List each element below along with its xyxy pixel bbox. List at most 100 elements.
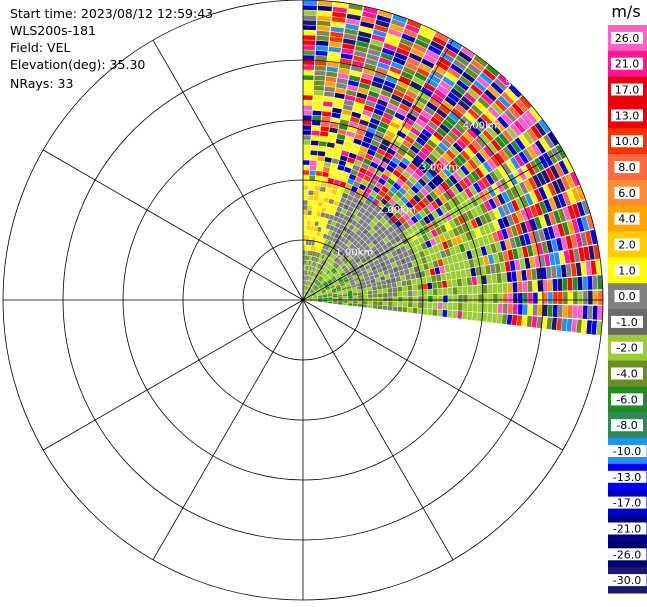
velocity-cell: [470, 196, 479, 207]
velocity-cell: [590, 260, 597, 275]
velocity-cell: [482, 284, 488, 294]
velocity-cell: [321, 289, 326, 293]
velocity-cell: [325, 152, 333, 158]
velocity-cell: [360, 281, 366, 286]
velocity-cell: [438, 156, 449, 167]
velocity-cell: [351, 271, 357, 277]
velocity-cell: [398, 253, 405, 260]
velocity-cell: [372, 269, 379, 275]
velocity-cell: [305, 240, 309, 245]
velocity-cell: [332, 6, 347, 13]
velocity-cell: [305, 291, 308, 296]
velocity-cell: [523, 292, 528, 304]
velocity-cell: [401, 33, 416, 43]
velocity-cell: [482, 235, 490, 246]
velocity-cell: [327, 294, 333, 297]
velocity-cell: [475, 266, 481, 276]
velocity-cell: [360, 248, 367, 255]
velocity-cell: [406, 279, 412, 286]
velocity-cell: [388, 268, 394, 274]
velocity-cell: [329, 127, 338, 134]
azimuth-spoke: [302, 39, 454, 301]
velocity-cell: [474, 100, 487, 113]
velocity-cell: [310, 145, 319, 151]
velocity-cell: [343, 296, 348, 299]
velocity-cell: [460, 165, 470, 176]
velocity-cell: [374, 169, 383, 177]
field-text: Field: VEL: [10, 40, 71, 55]
velocity-cell: [379, 217, 387, 225]
colorbar-tick-label: 17.0: [615, 84, 640, 97]
velocity-cell: [336, 228, 342, 235]
velocity-cell: [303, 40, 316, 45]
velocity-cell: [465, 268, 472, 278]
velocity-cell: [483, 255, 490, 266]
velocity-cell: [313, 300, 318, 302]
velocity-cell: [442, 167, 452, 177]
velocity-cell: [575, 262, 582, 276]
velocity-cell: [430, 69, 444, 80]
velocity-cell: [358, 82, 371, 90]
velocity-cell: [538, 155, 549, 169]
velocity-cell: [318, 297, 323, 299]
velocity-cell: [467, 311, 473, 320]
velocity-cell: [444, 248, 452, 257]
velocity-cell: [413, 99, 426, 110]
velocity-cell: [483, 223, 492, 235]
velocity-cell: [478, 294, 483, 303]
velocity-cell: [322, 202, 328, 208]
velocity-cell: [404, 153, 414, 162]
velocity-cell: [362, 304, 368, 308]
velocity-cell: [577, 276, 583, 291]
velocity-cell: [362, 228, 369, 235]
velocity-cell: [359, 278, 365, 283]
velocity-cell: [460, 233, 468, 243]
velocity-cell: [424, 124, 436, 135]
velocity-cell: [427, 282, 433, 290]
velocity-cell: [443, 47, 457, 59]
velocity-cell: [362, 68, 375, 76]
velocity-cell: [425, 194, 434, 203]
velocity-cell: [573, 248, 581, 262]
velocity-cell: [312, 205, 318, 211]
velocity-cell: [323, 218, 329, 224]
velocity-cell: [328, 296, 333, 298]
velocity-cell: [447, 287, 453, 295]
velocity-cell: [363, 273, 369, 278]
velocity-cell: [321, 279, 326, 284]
velocity-cell: [327, 219, 333, 225]
colorbar-tick-bg: [611, 367, 643, 380]
velocity-cell: [332, 293, 338, 296]
velocity-cell: [410, 273, 416, 280]
velocity-cell: [398, 126, 410, 135]
velocity-cell: [309, 235, 313, 241]
velocity-cell: [345, 23, 359, 31]
velocity-cell: [466, 277, 473, 286]
velocity-cell: [518, 134, 530, 148]
azimuth-spoke: [42, 299, 304, 451]
velocity-cell: [336, 258, 341, 264]
velocity-cell: [406, 19, 422, 29]
velocity-cell: [538, 119, 551, 134]
velocity-cell: [363, 104, 375, 113]
velocity-cell: [324, 91, 335, 97]
velocity-cell: [425, 255, 432, 263]
velocity-cell: [393, 134, 404, 144]
velocity-cell: [391, 156, 401, 165]
velocity-cell: [319, 286, 325, 290]
velocity-cell: [367, 48, 381, 57]
velocity-cell: [498, 132, 510, 146]
velocity-cell: [350, 281, 356, 286]
velocity-cell: [524, 220, 533, 233]
velocity-cell: [433, 112, 445, 123]
velocity-cell: [371, 113, 382, 121]
velocity-cell: [378, 271, 385, 277]
velocity-cell: [496, 230, 504, 241]
velocity-cell: [492, 303, 498, 313]
velocity-cell: [372, 224, 380, 232]
velocity-cell: [333, 297, 338, 299]
velocity-cell: [428, 295, 433, 302]
colorbar-title: m/s: [611, 2, 640, 21]
velocity-cell: [442, 257, 449, 266]
velocity-cell: [442, 288, 448, 295]
